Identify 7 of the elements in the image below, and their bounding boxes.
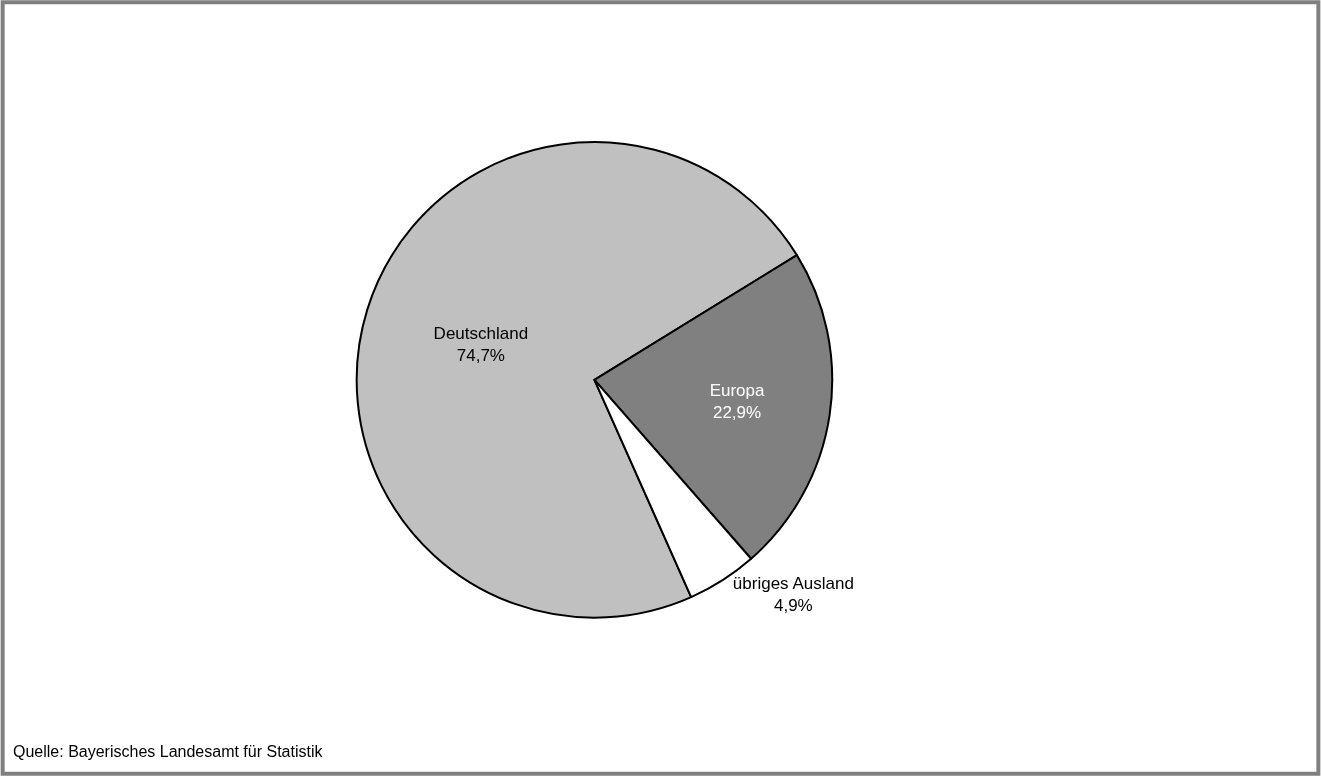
data-label: 4,9% xyxy=(773,596,813,616)
data-label: 74,7% xyxy=(456,346,505,366)
slice-label: übriges Ausland xyxy=(732,574,854,594)
data-label: 22,9% xyxy=(712,402,762,422)
source-note: Quelle: Bayerisches Landesamt für Statistik xyxy=(13,743,324,760)
slice-label: Deutschland xyxy=(433,324,529,344)
slice-label: Europa xyxy=(709,380,766,400)
